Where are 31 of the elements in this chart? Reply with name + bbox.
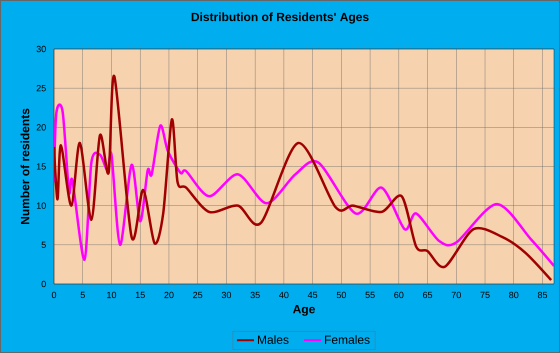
x-tick-label: 75 bbox=[480, 292, 490, 298]
y-tick-label: 25 bbox=[36, 84, 46, 92]
x-tick-label: 10 bbox=[107, 292, 116, 298]
x-tick-label: 20 bbox=[164, 292, 174, 298]
x-tick-label: 65 bbox=[423, 292, 432, 298]
x-tick-label: 85 bbox=[538, 292, 548, 298]
x-axis-title: Age bbox=[292, 305, 315, 316]
x-tick-label: 15 bbox=[136, 292, 145, 298]
x-tick-label: 30 bbox=[222, 292, 232, 298]
x-tick-label: 0 bbox=[52, 292, 56, 298]
y-tick-label: 20 bbox=[36, 124, 46, 131]
chart-title: Distribution of Residents' Ages bbox=[192, 12, 369, 24]
y-tick-label: 5 bbox=[42, 242, 46, 248]
x-tick-label: 5 bbox=[80, 292, 85, 298]
x-tick-label: 60 bbox=[394, 292, 404, 298]
x-tick-label: 40 bbox=[279, 292, 289, 298]
y-tick-label: 30 bbox=[36, 46, 46, 52]
legend-label: Males bbox=[258, 335, 289, 344]
x-tick-label: 80 bbox=[509, 292, 518, 298]
x-tick-label: 50 bbox=[336, 292, 346, 298]
x-tick-label: 55 bbox=[365, 292, 375, 298]
y-tick-label: 15 bbox=[36, 163, 46, 170]
legend-label: Females bbox=[325, 335, 370, 344]
x-tick-label: 25 bbox=[193, 292, 202, 298]
y-tick-label: 10 bbox=[36, 202, 46, 209]
y-axis-title: Number of residents bbox=[20, 108, 30, 224]
line-series bbox=[54, 75, 552, 282]
x-tick-label: 45 bbox=[308, 292, 318, 298]
x-tick-label: 70 bbox=[452, 292, 461, 298]
y-tick-label: 0 bbox=[42, 280, 46, 288]
x-tick-label: 35 bbox=[250, 292, 260, 298]
